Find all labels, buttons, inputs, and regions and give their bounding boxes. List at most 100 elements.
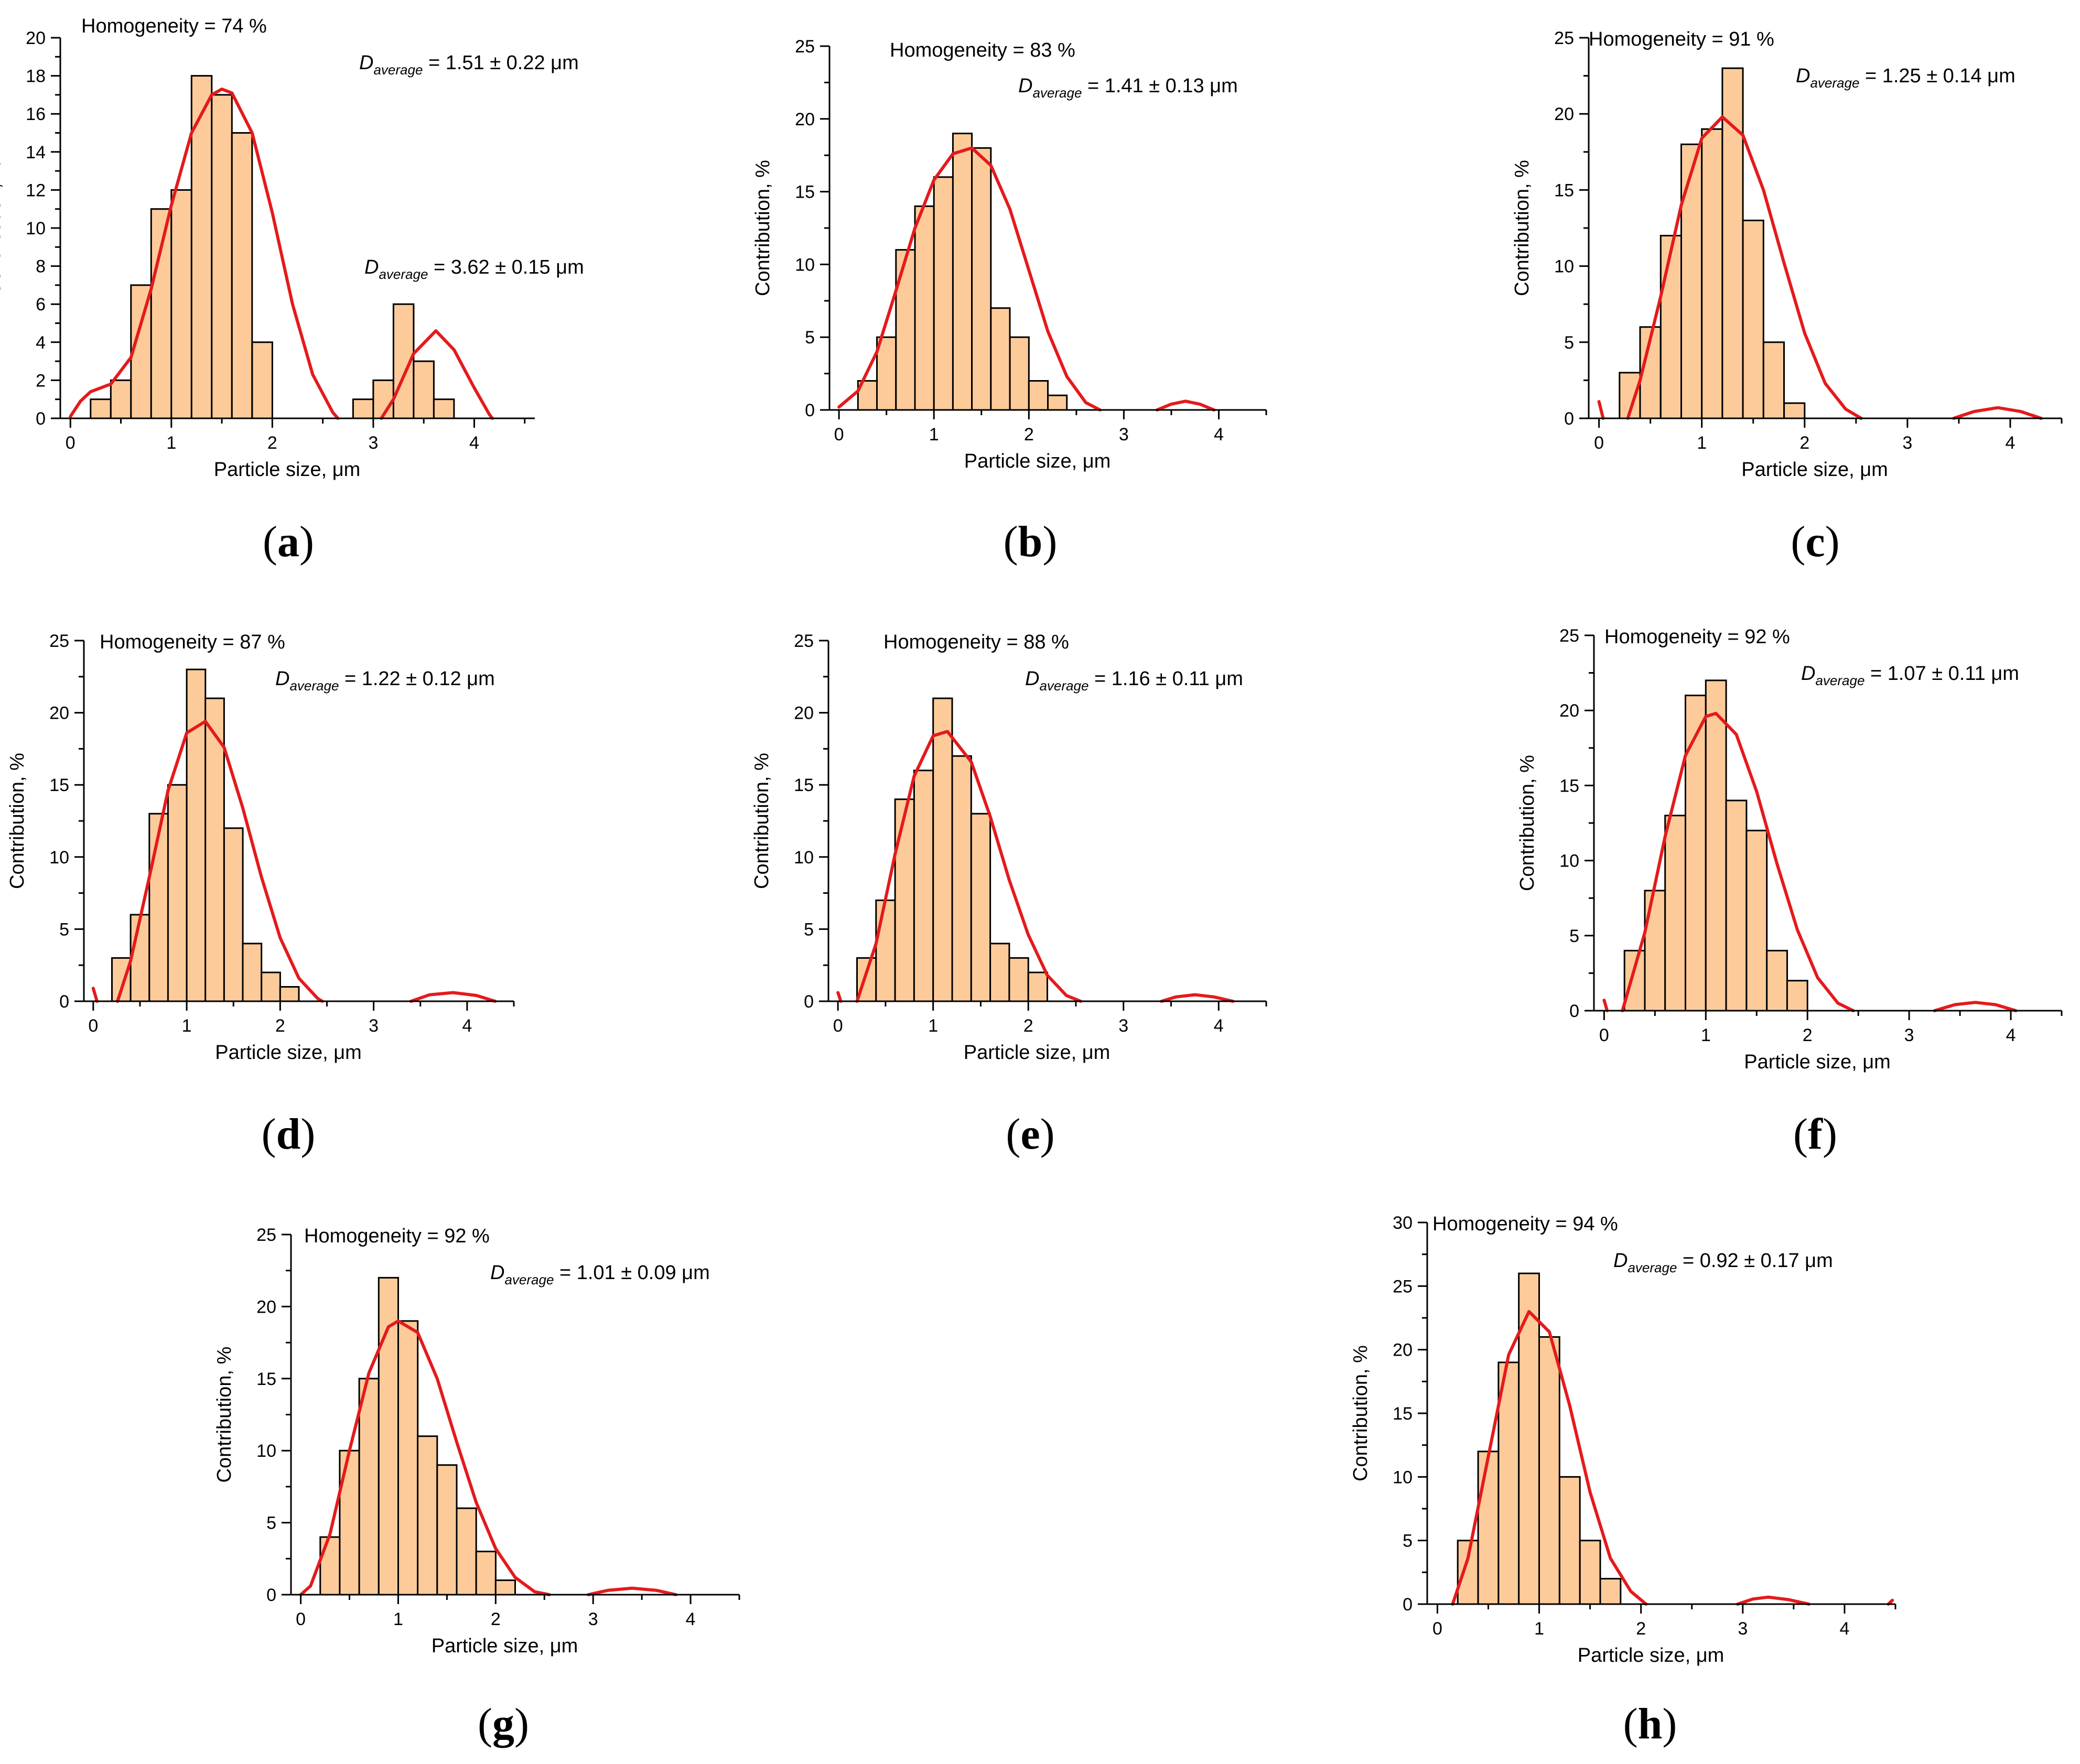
- y-tick-label-d: 5: [59, 919, 69, 939]
- fit-curve-a-fit_curve_2: [380, 329, 494, 420]
- x-tick-label-f: 2: [1803, 1025, 1813, 1045]
- bar-e-5: [951, 755, 972, 1002]
- bar-a-12: [413, 360, 435, 419]
- bar-h-6: [1579, 1540, 1601, 1605]
- y-tick-label-d: 0: [59, 992, 69, 1012]
- bar-e-2: [894, 798, 915, 1002]
- y-axis-label-a: Contribution, %: [0, 160, 5, 296]
- fit-curve-e-fit_curve: [855, 730, 1082, 1003]
- bar-d-9: [279, 986, 300, 1002]
- y-tick-label-a: 2: [36, 371, 46, 391]
- y-tick-label-h: 0: [1403, 1595, 1413, 1615]
- d-average-annotation-d-0: Daverage = 1.22 ± 0.12 μm: [275, 668, 495, 694]
- y-tick-label-d: 15: [49, 775, 69, 795]
- d-average-annotation-h-0: Daverage = 0.92 ± 0.17 μm: [1613, 1250, 1833, 1275]
- bar-g-1: [339, 1449, 360, 1596]
- y-axis-label-f: Contribution, %: [1516, 755, 1538, 891]
- homogeneity-text-c: Homogeneity = 91 %: [1589, 28, 1774, 50]
- bar-g-0: [319, 1536, 341, 1596]
- x-tick-label-e: 3: [1118, 1016, 1128, 1036]
- bar-g-6: [436, 1464, 458, 1596]
- x-axis-label-b: Particle size, μm: [964, 450, 1111, 472]
- bar-d-4: [186, 668, 207, 1002]
- y-tick-label-b: 15: [795, 182, 815, 202]
- x-tick-label-f: 0: [1599, 1025, 1609, 1045]
- y-tick-label-d: 25: [49, 631, 69, 651]
- bar-f-5: [1725, 799, 1748, 1012]
- panel-label-e: (e): [1006, 1110, 1055, 1159]
- y-tick-label-g: 15: [256, 1369, 276, 1389]
- x-axis-label-a: Particle size, μm: [214, 459, 361, 481]
- bar-c-2: [1659, 235, 1683, 419]
- panel-label-h: (h): [1623, 1700, 1677, 1748]
- y-tick-label-a: 0: [36, 409, 46, 429]
- x-tick-label-g: 3: [588, 1609, 598, 1629]
- y-tick-label-h: 10: [1393, 1467, 1413, 1487]
- homogeneity-text-d: Homogeneity = 87 %: [100, 631, 285, 653]
- x-tick-label-b: 4: [1214, 425, 1224, 445]
- y-tick-label-c: 0: [1564, 409, 1574, 429]
- x-tick-label-b: 2: [1024, 425, 1034, 445]
- homogeneity-text-e: Homogeneity = 88 %: [883, 631, 1069, 653]
- bar-a-9: [352, 398, 374, 419]
- bar-f-6: [1745, 829, 1768, 1012]
- x-tick-label-a: 2: [267, 433, 277, 453]
- y-tick-label-f: 0: [1569, 1001, 1579, 1021]
- bar-f-1: [1644, 890, 1666, 1012]
- panel-label-g: (g): [478, 1700, 529, 1748]
- y-tick-label-f: 25: [1559, 626, 1579, 646]
- y-tick-label-g: 25: [256, 1225, 276, 1245]
- bar-d-6: [223, 827, 244, 1002]
- y-tick-label-h: 25: [1393, 1276, 1413, 1296]
- x-axis-label-g: Particle size, μm: [432, 1635, 578, 1657]
- y-tick-label-g: 20: [256, 1297, 276, 1317]
- y-tick-label-c: 15: [1554, 180, 1574, 200]
- y-axis-label-b: Contribution, %: [752, 160, 774, 296]
- bar-g-7: [456, 1507, 477, 1596]
- y-tick-label-e: 10: [794, 848, 814, 868]
- bar-a-8: [251, 341, 273, 419]
- bar-h-1: [1477, 1451, 1500, 1605]
- fit-curve-g-fit_curve_2: [586, 1586, 678, 1596]
- bar-g-2: [358, 1378, 380, 1596]
- chart-panel-g: 0 1 2 3 4 0 5 10 15 20 25 Particle size, μm Contribu…: [213, 1225, 740, 1657]
- d-average-annotation-g-0: Daverage = 1.01 ± 0.09 μm: [490, 1262, 710, 1287]
- x-tick-label-h: 3: [1738, 1619, 1748, 1639]
- bar-a-4: [170, 189, 192, 419]
- x-tick-label-a: 3: [368, 433, 378, 453]
- x-tick-label-b: 1: [929, 425, 939, 445]
- bar-c-8: [1783, 402, 1806, 419]
- x-tick-label-d: 3: [369, 1016, 379, 1036]
- bar-h-7: [1599, 1578, 1622, 1605]
- bar-h-4: [1538, 1336, 1560, 1605]
- y-tick-label-c: 20: [1554, 104, 1574, 124]
- y-tick-label-d: 20: [49, 704, 69, 723]
- x-tick-label-b: 3: [1119, 425, 1129, 445]
- bar-f-3: [1685, 695, 1707, 1012]
- x-axis-label-c: Particle size, μm: [1741, 459, 1888, 481]
- bar-a-0: [90, 398, 112, 419]
- bar-a-7: [231, 132, 253, 419]
- x-tick-label-g: 2: [491, 1609, 501, 1629]
- bar-f-0: [1623, 949, 1646, 1012]
- x-tick-label-f: 3: [1904, 1025, 1914, 1045]
- bar-e-4: [932, 697, 953, 1002]
- fit-curve-f-fit_curve_2: [1933, 1001, 2018, 1012]
- panel-label-f: (f): [1793, 1110, 1837, 1159]
- chart-panel-f: 0 1 2 3 4 0 5 10 15 20 25 Particle size, μm Contribu…: [1516, 626, 2063, 1073]
- bar-c-3: [1680, 143, 1703, 419]
- x-tick-label-c: 1: [1697, 433, 1707, 453]
- bar-e-8: [1008, 957, 1029, 1002]
- d-average-annotation-f-0: Daverage = 1.07 ± 0.11 μm: [1801, 663, 2019, 688]
- bar-d-7: [242, 943, 263, 1002]
- fit-curve-b-fit_curve_2: [1155, 399, 1216, 412]
- y-tick-label-a: 16: [26, 104, 46, 124]
- x-axis-label-e: Particle size, μm: [964, 1042, 1111, 1064]
- bar-d-2: [148, 813, 169, 1002]
- x-tick-label-g: 0: [296, 1609, 306, 1629]
- bar-g-8: [475, 1551, 497, 1596]
- x-tick-label-d: 4: [462, 1016, 472, 1036]
- bar-b-4: [933, 176, 954, 411]
- y-tick-label-e: 15: [794, 775, 814, 795]
